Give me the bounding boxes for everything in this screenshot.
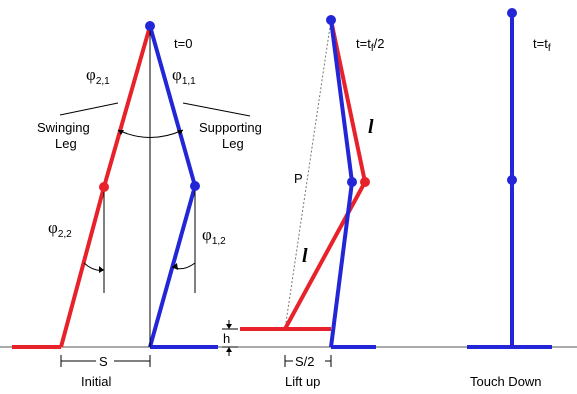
liftup-hip-joint <box>326 15 336 25</box>
initial-phase: t=0 φ2,1 φ1,1 φ2,2 φ1,2 Swinging Leg Sup… <box>12 21 262 389</box>
initial-swing-lower <box>59 186 106 348</box>
liftup-p-line <box>284 19 332 330</box>
phi21-label: φ2,1 <box>86 65 110 87</box>
initial-support-knee-joint <box>190 181 200 191</box>
liftup-swing-upper <box>329 19 367 183</box>
supporting-leg-label-2: Leg <box>222 136 244 151</box>
swinging-leg-label-1: Swinging <box>37 120 90 135</box>
initial-time-label: t=0 <box>174 36 192 51</box>
touchdown-knee-joint <box>507 175 517 185</box>
touchdown-caption: Touch Down <box>470 374 542 389</box>
liftup-swing-lower <box>283 181 367 330</box>
liftup-support-upper <box>329 19 354 183</box>
length-label-lower: l <box>302 245 308 267</box>
initial-support-lower <box>148 185 197 348</box>
liftup-swing-knee-joint <box>360 177 370 187</box>
length-label-upper: l <box>368 116 374 138</box>
height-arrowhead-up <box>226 324 232 329</box>
arc-arrow-right <box>177 130 183 135</box>
phi22-label: φ2,2 <box>48 218 72 240</box>
arc-arrow-knee-swing <box>99 266 104 273</box>
swinging-leader <box>59 102 119 116</box>
liftup-phase: t=tf/2 l l P h S/2 Lift up <box>222 15 384 389</box>
phi12-label: φ1,2 <box>202 225 226 247</box>
swinging-leg-label-2: Leg <box>55 136 77 151</box>
touchdown-phase: t=tf Touch Down <box>467 8 552 389</box>
step-label: S <box>99 354 108 369</box>
initial-hip-joint <box>145 21 155 31</box>
liftup-time-label: t=tf/2 <box>356 36 384 54</box>
angle-arc-hip <box>117 129 184 138</box>
initial-support-upper <box>148 25 197 187</box>
height-label: h <box>223 331 230 346</box>
liftup-support-lower <box>329 181 354 348</box>
arc-arrow-left <box>118 130 124 135</box>
touchdown-time-label: t=tf <box>533 36 551 54</box>
liftup-caption: Lift up <box>285 374 320 389</box>
arc-arrow-knee-support <box>172 263 178 270</box>
initial-swing-upper <box>102 25 152 188</box>
halfstep-label: S/2 <box>295 354 315 369</box>
initial-swing-knee-joint <box>99 182 109 192</box>
liftup-support-knee-joint <box>347 177 357 187</box>
supporting-leg-label-1: Supporting <box>199 120 262 135</box>
touchdown-hip-joint <box>507 8 517 18</box>
supporting-leader <box>182 102 251 117</box>
initial-caption: Initial <box>81 374 111 389</box>
phi11-label: φ1,1 <box>172 65 196 87</box>
height-arrowhead-down <box>226 347 232 352</box>
p-label: P <box>294 171 303 186</box>
